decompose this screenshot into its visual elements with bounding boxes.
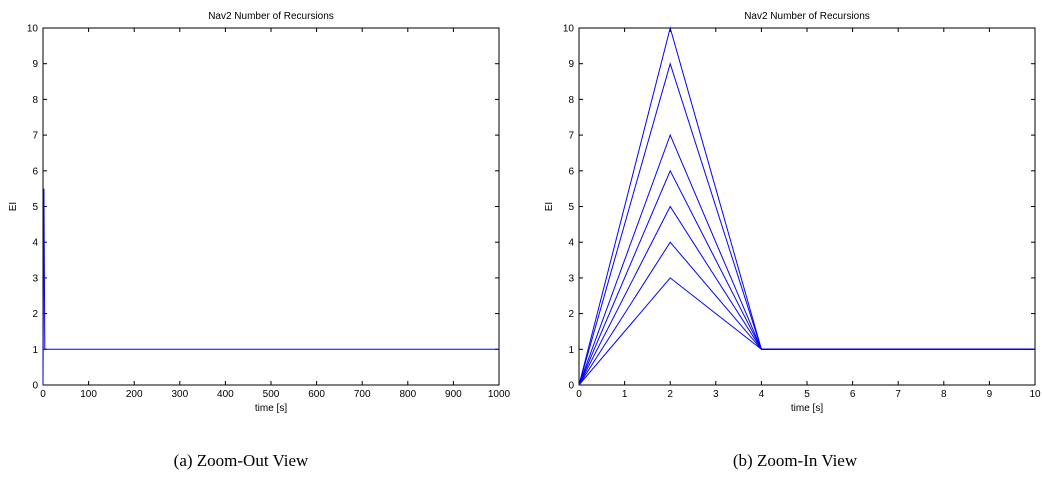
- y-tick-label: 8: [568, 95, 574, 106]
- y-tick-label: 5: [32, 202, 38, 213]
- x-tick-label: 200: [126, 389, 143, 400]
- chart-title: Nav2 Number of Recursions: [208, 11, 334, 22]
- x-tick-label: 7: [895, 389, 901, 400]
- y-tick-label: 7: [32, 131, 38, 142]
- panel-zoom-in: Nav2 Number of Recursions 0 1 2 3 4 5 6 7 8 9 10 0 1 2…: [544, 11, 1041, 470]
- y-tick-label: 0: [32, 381, 38, 392]
- y-tick-label: 2: [568, 309, 574, 320]
- x-tick-label: 100: [80, 389, 97, 400]
- y-tick-label: 10: [563, 24, 575, 35]
- x-tick-label: 9: [987, 389, 993, 400]
- x-tick-label: 0: [576, 389, 582, 400]
- y-axis-label: EI: [544, 202, 555, 211]
- x-tick-label: 3: [713, 389, 719, 400]
- x-tick-label: 1000: [488, 389, 511, 400]
- y-tick-label: 1: [568, 345, 574, 356]
- y-tick-label: 3: [32, 273, 38, 284]
- y-axis-label: EI: [8, 202, 19, 211]
- y-tick-label: 6: [32, 166, 38, 177]
- y-tick-label: 10: [27, 24, 39, 35]
- series-line-0: [42, 188, 499, 386]
- y-tick-label: 3: [568, 273, 574, 284]
- figure-caption: (a) Zoom-Out View: [174, 451, 309, 470]
- y-tick-label: 8: [32, 95, 38, 106]
- y-tick-label: 6: [568, 166, 574, 177]
- y-tick-label: 2: [32, 309, 38, 320]
- series-line-6: [578, 277, 1035, 386]
- y-tick-label: 4: [568, 238, 574, 249]
- y-tick-label: 0: [568, 381, 574, 392]
- x-tick-label: 4: [759, 389, 765, 400]
- plot-frame: [578, 27, 1036, 386]
- y-tick-label: 7: [568, 131, 574, 142]
- x-tick-label: 600: [308, 389, 325, 400]
- x-tick-label: 900: [445, 389, 462, 400]
- x-tick-label: 2: [667, 389, 673, 400]
- x-tick-label: 10: [1029, 389, 1041, 400]
- x-tick-label: 300: [171, 389, 188, 400]
- x-tick-label: 400: [217, 389, 234, 400]
- y-tick-label: 9: [568, 59, 574, 70]
- x-tick-label: 800: [399, 389, 416, 400]
- x-tick-label: 1: [622, 389, 628, 400]
- x-tick-label: 6: [850, 389, 856, 400]
- x-tick-label: 0: [40, 389, 46, 400]
- plot-frame: [42, 27, 500, 386]
- x-axis-label: time [s]: [791, 403, 823, 414]
- figure-caption: (b) Zoom-In View: [733, 451, 858, 470]
- y-tick-label: 1: [32, 345, 38, 356]
- y-tick-label: 5: [568, 202, 574, 213]
- y-tick-label: 4: [32, 238, 38, 249]
- y-tick-label: 9: [32, 59, 38, 70]
- chart-title: Nav2 Number of Recursions: [744, 11, 870, 22]
- x-tick-label: 500: [263, 389, 280, 400]
- x-axis-label: time [s]: [255, 403, 287, 414]
- x-tick-label: 700: [354, 389, 371, 400]
- x-tick-label: 8: [941, 389, 947, 400]
- x-tick-label: 5: [804, 389, 810, 400]
